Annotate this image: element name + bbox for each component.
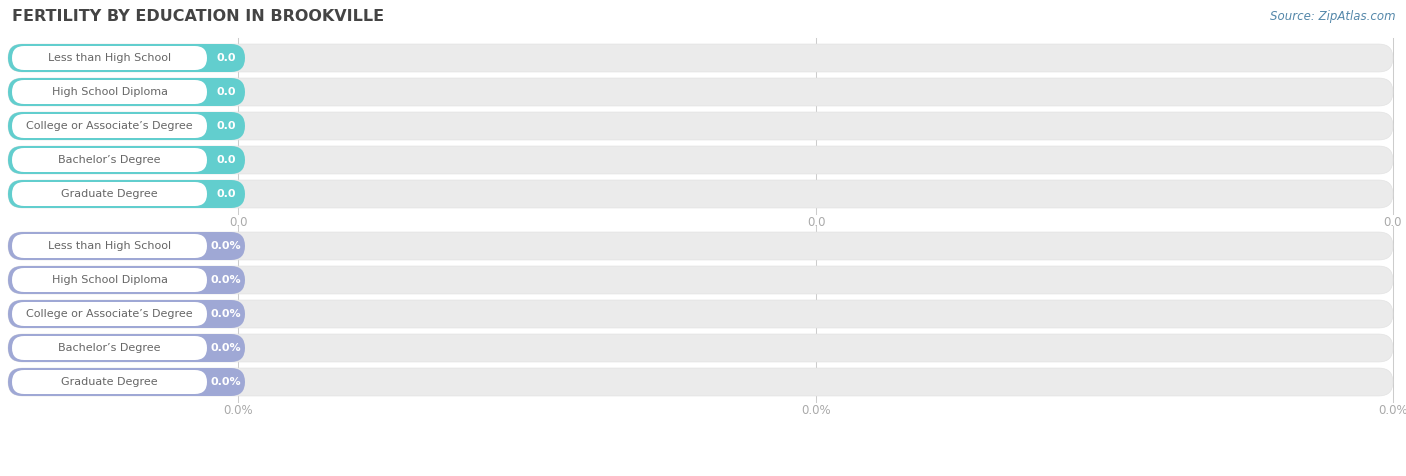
Text: 0.0%: 0.0% <box>211 241 242 251</box>
Text: 0.0: 0.0 <box>217 155 236 165</box>
FancyBboxPatch shape <box>13 148 207 172</box>
FancyBboxPatch shape <box>8 146 1393 174</box>
Text: Graduate Degree: Graduate Degree <box>62 189 157 199</box>
Text: College or Associate’s Degree: College or Associate’s Degree <box>27 121 193 131</box>
FancyBboxPatch shape <box>8 78 1393 106</box>
Text: Source: ZipAtlas.com: Source: ZipAtlas.com <box>1271 10 1396 23</box>
FancyBboxPatch shape <box>8 300 245 328</box>
Text: 0.0: 0.0 <box>217 87 236 97</box>
FancyBboxPatch shape <box>8 44 245 72</box>
FancyBboxPatch shape <box>13 302 207 326</box>
FancyBboxPatch shape <box>8 266 245 294</box>
Text: FERTILITY BY EDUCATION IN BROOKVILLE: FERTILITY BY EDUCATION IN BROOKVILLE <box>13 9 384 24</box>
Text: College or Associate’s Degree: College or Associate’s Degree <box>27 309 193 319</box>
Text: 0.0%: 0.0% <box>1378 404 1406 417</box>
FancyBboxPatch shape <box>8 368 245 396</box>
Text: 0.0: 0.0 <box>229 216 247 229</box>
FancyBboxPatch shape <box>8 44 1393 72</box>
FancyBboxPatch shape <box>13 234 207 258</box>
FancyBboxPatch shape <box>8 180 245 208</box>
Text: 0.0: 0.0 <box>1384 216 1402 229</box>
Text: Graduate Degree: Graduate Degree <box>62 377 157 387</box>
Text: Bachelor’s Degree: Bachelor’s Degree <box>58 343 160 353</box>
FancyBboxPatch shape <box>13 336 207 360</box>
Text: 0.0%: 0.0% <box>211 275 242 285</box>
FancyBboxPatch shape <box>8 232 1393 260</box>
Text: 0.0%: 0.0% <box>211 377 242 387</box>
FancyBboxPatch shape <box>8 334 1393 362</box>
Text: 0.0%: 0.0% <box>224 404 253 417</box>
Text: 0.0: 0.0 <box>217 189 236 199</box>
FancyBboxPatch shape <box>13 268 207 292</box>
FancyBboxPatch shape <box>13 370 207 394</box>
FancyBboxPatch shape <box>8 368 1393 396</box>
Text: 0.0: 0.0 <box>807 216 825 229</box>
Text: Less than High School: Less than High School <box>48 53 172 63</box>
FancyBboxPatch shape <box>8 334 245 362</box>
FancyBboxPatch shape <box>13 114 207 138</box>
FancyBboxPatch shape <box>8 112 245 140</box>
Text: 0.0%: 0.0% <box>211 309 242 319</box>
Text: High School Diploma: High School Diploma <box>52 275 167 285</box>
FancyBboxPatch shape <box>13 182 207 206</box>
FancyBboxPatch shape <box>8 180 1393 208</box>
Text: 0.0: 0.0 <box>217 53 236 63</box>
FancyBboxPatch shape <box>8 266 1393 294</box>
FancyBboxPatch shape <box>8 146 245 174</box>
FancyBboxPatch shape <box>8 232 245 260</box>
FancyBboxPatch shape <box>8 112 1393 140</box>
FancyBboxPatch shape <box>8 78 245 106</box>
Text: 0.0%: 0.0% <box>211 343 242 353</box>
FancyBboxPatch shape <box>8 300 1393 328</box>
Text: Bachelor’s Degree: Bachelor’s Degree <box>58 155 160 165</box>
Text: 0.0%: 0.0% <box>801 404 831 417</box>
FancyBboxPatch shape <box>13 46 207 70</box>
Text: 0.0: 0.0 <box>217 121 236 131</box>
FancyBboxPatch shape <box>13 80 207 104</box>
Text: High School Diploma: High School Diploma <box>52 87 167 97</box>
Text: Less than High School: Less than High School <box>48 241 172 251</box>
